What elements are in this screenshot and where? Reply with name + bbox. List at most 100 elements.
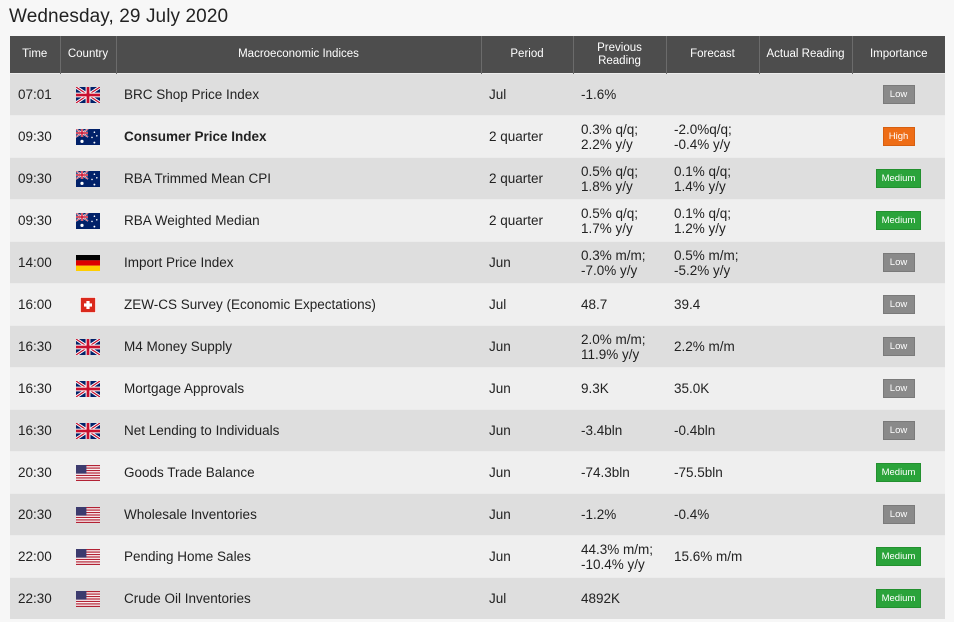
forecast-cell: 2.2% m/m [666,325,759,368]
forecast-line: 0.1% q/q; [674,205,732,221]
table-row[interactable]: 22:00 Pending Home Sales Jun 44.3% m/m; -10.… [10,535,945,578]
indicator-name[interactable]: Pending Home Sales [116,535,481,578]
indicator-name[interactable]: Mortgage Approvals [116,367,481,410]
table-row[interactable]: 16:30 Net Lending to Individuals Jun -3.4bl… [10,409,945,452]
importance-badge: Medium [875,463,922,482]
period-cell: Jun [481,451,573,494]
actual-reading-cell [759,73,852,116]
indicator-name[interactable]: ZEW-CS Survey (Economic Expectations) [116,283,481,326]
time-cell: 16:00 [10,283,60,326]
actual-reading-cell [759,535,852,578]
actual-reading-cell [759,199,852,242]
indicator-name[interactable]: Consumer Price Index [116,115,481,158]
actual-reading-cell [759,283,852,326]
time-cell: 09:30 [10,115,60,158]
previous-reading-line: -1.2% [581,507,617,522]
importance-cell: Medium [852,577,945,619]
economic-calendar-table: Time Country Macroeconomic Indices Perio… [10,36,945,619]
country-cell [60,409,116,452]
country-cell [60,577,116,619]
indicator-name[interactable]: Goods Trade Balance [116,451,481,494]
previous-reading-cell: -1.2% [573,493,666,536]
table-row[interactable]: 16:30 Mortgage Approvals Jun 9.3K 35.0K Low [10,367,945,410]
previous-reading-line: -10.4% y/y [581,556,645,572]
forecast-cell: -2.0%q/q; -0.4% y/y [666,115,759,158]
indicator-name[interactable]: M4 Money Supply [116,325,481,368]
indicator-name[interactable]: RBA Trimmed Mean CPI [116,157,481,200]
importance-badge: Medium [875,547,922,566]
table-row[interactable]: 14:00 Import Price Index Jun 0.3% m/m; -7.0%… [10,241,945,284]
period-cell: 2 quarter [481,199,573,242]
table-row[interactable]: 09:30 Consumer Price Index 2 quarter 0.3% q… [10,115,945,158]
indicator-name[interactable]: Wholesale Inventories [116,493,481,536]
table-row[interactable]: 16:30 M4 Money Supply Jun 2.0% m/m; 11.9% y/… [10,325,945,368]
header-time[interactable]: Time [10,36,60,74]
importance-cell: Low [852,409,945,452]
usa-flag-icon [76,548,100,565]
australia-flag-icon [76,170,100,187]
usa-flag-icon [76,590,100,607]
period-cell: Jun [481,535,573,578]
previous-reading-line: -7.0% y/y [581,262,638,278]
importance-cell: Medium [852,157,945,200]
forecast-line: -2.0%q/q; [674,121,732,137]
country-cell [60,115,116,158]
previous-reading-cell: 2.0% m/m; 11.9% y/y [573,325,666,368]
header-previous[interactable]: Previous Reading [572,36,666,74]
table-row[interactable]: 09:30 RBA Weighted Median 2 quarter 0.5% q/… [10,199,945,242]
indicator-name[interactable]: BRC Shop Price Index [116,73,481,116]
time-cell: 07:01 [10,73,60,116]
table-row[interactable]: 22:30 Crude Oil Inventories Jul 4892K Medium [10,577,945,619]
time-cell: 14:00 [10,241,60,284]
forecast-line: 35.0K [674,381,710,396]
germany-flag-icon [76,254,100,271]
previous-reading-line: 4892K [581,591,621,606]
header-period[interactable]: Period [480,36,573,74]
indicator-name[interactable]: Net Lending to Individuals [116,409,481,452]
table-body: 07:01 BRC Shop Price Index Jul -1.6% Low 09:3… [10,73,945,619]
forecast-cell: -75.5bln [666,451,759,494]
importance-badge: Low [882,421,915,440]
period-cell: Jun [481,409,573,452]
indicator-name[interactable]: RBA Weighted Median [116,199,481,242]
previous-reading-line: 1.7% y/y [581,220,633,236]
forecast-line: -0.4bln [674,423,716,438]
previous-reading-cell: 0.3% q/q; 2.2% y/y [573,115,666,158]
forecast-cell: 0.1% q/q; 1.2% y/y [666,199,759,242]
previous-reading-cell: 0.3% m/m; -7.0% y/y [573,241,666,284]
previous-reading-line: 2.0% m/m; [581,331,646,347]
table-row[interactable]: 16:00 ZEW-CS Survey (Economic Expectation… [10,283,945,326]
australia-flag-icon [76,212,100,229]
header-country[interactable]: Country [59,36,116,74]
usa-flag-icon [76,464,100,481]
importance-cell: Low [852,325,945,368]
period-cell: 2 quarter [481,157,573,200]
table-row[interactable]: 07:01 BRC Shop Price Index Jul -1.6% Low [10,73,945,116]
previous-reading-cell: 0.5% q/q; 1.8% y/y [573,157,666,200]
country-cell [60,325,116,368]
table-row[interactable]: 20:30 Goods Trade Balance Jun -74.3bln -75.5… [10,451,945,494]
time-cell: 09:30 [10,199,60,242]
table-row[interactable]: 20:30 Wholesale Inventories Jun -1.2% -0.4% L… [10,493,945,536]
previous-reading-line: -1.6% [581,87,617,102]
header-importance[interactable]: Importance [851,36,945,74]
forecast-cell: 15.6% m/m [666,535,759,578]
previous-reading-cell: 4892K [573,577,666,619]
importance-cell: Medium [852,451,945,494]
table-row[interactable]: 09:30 RBA Trimmed Mean CPI 2 quarter 0.5% q… [10,157,945,200]
header-indices[interactable]: Macroeconomic Indices [115,36,481,74]
previous-reading-line: 44.3% m/m; [581,541,654,557]
importance-badge: Low [882,379,915,398]
period-cell: Jul [481,73,573,116]
previous-reading-line: 0.3% m/m; [581,247,646,263]
indicator-name[interactable]: Crude Oil Inventories [116,577,481,619]
forecast-line: 2.2% m/m [674,339,735,354]
previous-reading-line: 2.2% y/y [581,136,633,152]
country-cell [60,199,116,242]
country-cell [60,283,116,326]
actual-reading-cell [759,493,852,536]
period-cell: Jun [481,367,573,410]
indicator-name[interactable]: Import Price Index [116,241,481,284]
header-actual[interactable]: Actual Reading [758,36,852,74]
header-forecast[interactable]: Forecast [665,36,759,74]
